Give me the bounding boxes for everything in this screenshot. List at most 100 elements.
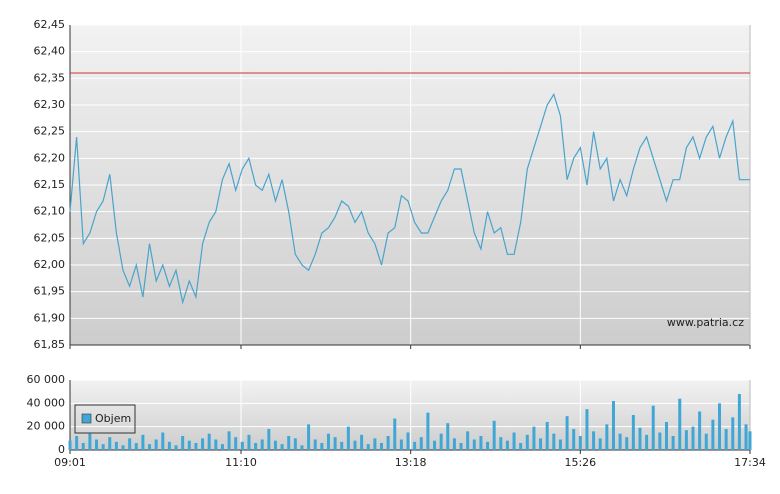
volume-bar — [174, 445, 178, 450]
volume-bar — [293, 438, 297, 450]
volume-bar — [81, 443, 85, 450]
volume-bar — [499, 437, 503, 450]
legend-swatch — [81, 413, 92, 424]
volume-bar — [313, 439, 317, 450]
volume-bar — [234, 437, 238, 450]
watermark: www.patria.cz — [667, 316, 744, 329]
volume-bar — [373, 438, 377, 450]
volume-bar — [154, 439, 158, 450]
y-tick-label: 62,45 — [34, 18, 66, 31]
y-tick-label: 40 000 — [27, 396, 66, 409]
volume-bar — [227, 431, 231, 450]
volume-bar — [406, 432, 410, 450]
volume-bar — [532, 426, 536, 450]
x-tick-label: 09:01 — [54, 456, 86, 469]
volume-bar — [393, 418, 397, 450]
volume-bar — [552, 433, 556, 450]
volume-bar — [492, 420, 496, 450]
volume-bar — [718, 403, 722, 450]
volume-bar — [413, 441, 417, 450]
volume-bar — [240, 441, 244, 450]
volume-bar — [194, 443, 198, 450]
volume-bar — [737, 394, 741, 450]
y-tick-label: 61,90 — [34, 311, 66, 324]
volume-bar — [744, 424, 748, 450]
volume-bar — [68, 440, 72, 450]
volume-bar — [280, 444, 284, 450]
volume-bar — [684, 430, 688, 450]
volume-bar — [611, 401, 615, 450]
volume-bar — [300, 445, 304, 450]
volume-bar — [651, 405, 655, 450]
y-tick-label: 62,35 — [34, 71, 66, 84]
y-tick-label: 62,05 — [34, 231, 66, 244]
volume-bar — [711, 419, 715, 450]
volume-bar — [479, 436, 483, 450]
y-tick-label: 20 000 — [27, 420, 66, 433]
y-tick-label: 0 — [58, 443, 65, 456]
volume-bar — [578, 436, 582, 450]
volume-bar — [618, 433, 622, 450]
volume-bar — [340, 441, 344, 450]
y-tick-label: 62,10 — [34, 205, 66, 218]
volume-bar — [419, 437, 423, 450]
volume-bar — [446, 423, 450, 450]
y-tick-label: 60 000 — [27, 373, 66, 386]
y-tick-label: 62,15 — [34, 178, 66, 191]
volume-bar — [214, 439, 218, 450]
y-tick-label: 62,00 — [34, 258, 66, 271]
x-tick-label: 17:34 — [734, 456, 766, 469]
volume-bar — [220, 444, 224, 450]
volume-bar — [399, 439, 403, 450]
volume-bar — [439, 433, 443, 450]
volume-bar — [585, 409, 589, 450]
volume-bar — [88, 433, 92, 450]
y-tick-label: 62,30 — [34, 98, 66, 111]
volume-bar — [598, 438, 602, 450]
volume-bar — [101, 444, 105, 450]
volume-bar — [724, 429, 728, 450]
volume-bar — [539, 438, 543, 450]
volume-bar — [114, 441, 118, 450]
volume-bar — [565, 416, 569, 450]
y-tick-label: 61,85 — [34, 338, 66, 351]
volume-bar — [512, 432, 516, 450]
y-tick-label: 61,95 — [34, 285, 66, 298]
y-tick-label: 62,20 — [34, 151, 66, 164]
volume-bar — [366, 444, 370, 450]
volume-bar — [486, 441, 490, 450]
volume-bar — [307, 424, 311, 450]
price-line — [69, 92, 750, 305]
volume-bar — [207, 433, 211, 450]
volume-bar — [380, 443, 384, 450]
x-tick-label: 13:18 — [395, 456, 427, 469]
volume-bar — [167, 441, 171, 450]
volume-bar — [95, 439, 99, 450]
volume-bar — [121, 445, 125, 450]
volume-bar — [459, 443, 463, 450]
volume-bar — [748, 431, 752, 450]
volume-bar — [671, 436, 675, 450]
volume-bar — [267, 429, 271, 450]
y-tick-label: 62,40 — [34, 45, 66, 58]
volume-bar — [472, 439, 476, 450]
legend-box — [74, 404, 136, 434]
volume-bar — [731, 417, 735, 450]
volume-bar — [148, 444, 152, 450]
volume-bar — [273, 440, 277, 450]
y-tick-label: 62,25 — [34, 125, 66, 138]
volume-bar — [525, 434, 529, 450]
volume-bar — [360, 434, 364, 450]
volume-bar — [141, 434, 145, 450]
volume-bar — [572, 429, 576, 450]
volume-bar — [187, 440, 191, 450]
volume-bar — [201, 438, 205, 450]
volume-bar — [704, 433, 708, 450]
volume-bar — [558, 439, 562, 450]
volume-bar — [466, 431, 470, 450]
volume-bar — [320, 443, 324, 450]
volume-bar — [452, 438, 456, 450]
volume-bar — [346, 426, 350, 450]
volume-bar — [691, 426, 695, 450]
